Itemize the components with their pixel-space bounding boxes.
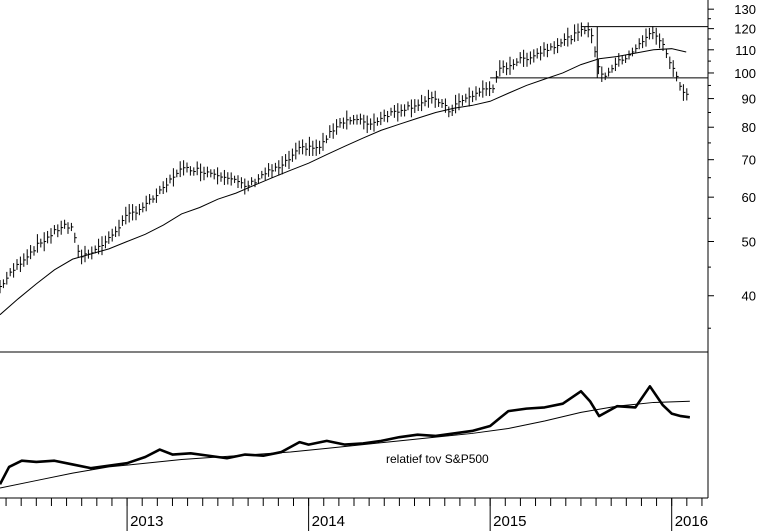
price-tick-label: 40	[742, 289, 756, 304]
relative-strength-line	[0, 385, 691, 485]
price-tick-label: 90	[742, 92, 756, 107]
price-tick-label: 70	[742, 153, 756, 168]
relative-strength-label: relatief tov S&P500	[386, 452, 489, 466]
price-tick-label: 80	[742, 120, 756, 135]
moving-average-line	[0, 48, 687, 316]
year-label: 2014	[312, 513, 345, 530]
year-label: 2013	[130, 513, 163, 530]
price-tick-label: 120	[734, 22, 756, 37]
price-tick-label: 130	[734, 2, 756, 17]
relative-average-line	[0, 400, 690, 489]
time-axis: 2013 2014 2015 2016	[5, 498, 708, 531]
price-tick-label: 60	[742, 190, 756, 205]
price-axis: 130 120 110 100 90 80 70 60 50 40	[708, 2, 756, 329]
price-bars	[0, 22, 689, 294]
relative-strength-panel	[0, 385, 691, 489]
year-label: 2015	[493, 513, 526, 530]
price-panel	[0, 22, 708, 316]
price-tick-label: 100	[734, 66, 756, 81]
price-tick-label: 110	[735, 43, 756, 58]
year-label: 2016	[675, 513, 708, 530]
price-tick-label: 50	[742, 234, 756, 249]
